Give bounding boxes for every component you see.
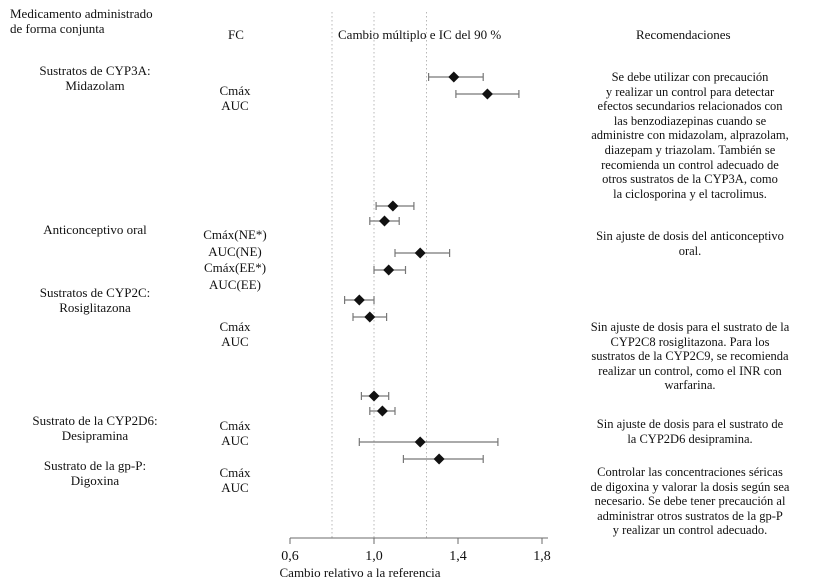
pk-column-header: FC bbox=[228, 27, 244, 42]
pk-label: Cmáx bbox=[219, 319, 251, 334]
recommendation-line: warfarina. bbox=[664, 378, 716, 393]
drug-group-cyp2d6: Sustrato de la CYP2D6: Desipramina bbox=[15, 413, 175, 443]
recommendation-cyp2d6: Sin ajuste de dosis para el sustrato de … bbox=[570, 417, 810, 446]
x-tick-label: 1,8 bbox=[533, 549, 551, 564]
recommendation-cyp2c: Sin ajuste de dosis para el sustrato de … bbox=[565, 320, 813, 393]
pk-label: AUC bbox=[221, 480, 249, 495]
point-estimate-diamond bbox=[353, 294, 365, 306]
drug-group-oral-contraceptive: Anticonceptivo oral bbox=[25, 222, 165, 237]
ci-points bbox=[344, 71, 520, 465]
recommendation-line: las benzodiazepinas cuando se bbox=[613, 113, 767, 128]
point-estimate-diamond bbox=[414, 436, 426, 448]
drug-group-line: Digoxina bbox=[70, 473, 120, 488]
point-estimate-diamond bbox=[414, 247, 426, 259]
recommendation-oral-contraceptive: Sin ajuste de dosis del anticonceptivo o… bbox=[570, 229, 810, 258]
drug-group-line: Midazolam bbox=[65, 78, 125, 93]
recommendation-line: Se debe utilizar con precaución bbox=[611, 70, 769, 84]
recommendation-line: Sin ajuste de dosis para el sustrato de … bbox=[590, 320, 790, 334]
recommendations-column-header: Recomendaciones bbox=[636, 27, 731, 42]
drug-group-cyp2c: Sustratos de CYP2C: Rosiglitazona bbox=[25, 285, 165, 315]
pk-label: Cmáx bbox=[219, 465, 251, 480]
point-estimate-diamond bbox=[383, 264, 395, 276]
x-tick-label: 1,0 bbox=[365, 549, 383, 564]
ci-row bbox=[375, 200, 415, 212]
chart-column-header: Cambio múltiplo e IC del 90 % bbox=[338, 27, 502, 42]
drug-group-line: Sustratos de CYP3A: bbox=[39, 63, 151, 78]
recommendation-line: administrar otros sustratos de la gp-P bbox=[597, 508, 783, 523]
pk-labels-cyp2d6: Cmáx AUC bbox=[190, 418, 280, 448]
recommendation-line: administre con midazolam, alprazolam, bbox=[591, 128, 789, 143]
pk-label: Cmáx(EE*) bbox=[203, 260, 267, 275]
pk-label: AUC bbox=[221, 433, 249, 448]
pk-labels-cyp2c: Cmáx AUC bbox=[190, 319, 280, 349]
recommendation-line: recomienda un control adecuado de bbox=[601, 157, 779, 172]
pk-label: Cmáx bbox=[219, 83, 251, 98]
ci-row bbox=[455, 88, 520, 100]
recommendation-line: CYP2C8 rosiglitazona. Para los bbox=[610, 334, 770, 349]
recommendation-line: Sin ajuste de dosis del anticonceptivo bbox=[596, 229, 784, 243]
recommendation-line: necesario. Se debe tener precaución al bbox=[594, 494, 786, 509]
ci-row bbox=[369, 215, 400, 227]
drug-column-header: Medicamento administrado de forma conjun… bbox=[10, 6, 153, 36]
recommendation-line: realizar un control, como el INR con bbox=[598, 363, 782, 378]
drug-group-line: Sustrato de la gp-P: bbox=[43, 458, 147, 473]
drug-group-line: Sustratos de CYP2C: bbox=[39, 285, 151, 300]
recommendation-line: sustratos de la CYP2C9, se recomienda bbox=[591, 349, 789, 364]
pk-label: AUC(EE) bbox=[209, 276, 261, 292]
point-estimate-diamond bbox=[368, 390, 380, 402]
ci-row bbox=[373, 264, 407, 276]
ci-row bbox=[360, 390, 390, 402]
recommendation-line: diazepam y triazolam. También se bbox=[604, 142, 776, 157]
recommendation-line: la CYP2D6 desipramina. bbox=[627, 431, 753, 446]
recommendation-line: otros sustratos de la CYP3A, como bbox=[602, 172, 778, 187]
ci-row bbox=[344, 294, 375, 306]
ci-row bbox=[402, 453, 484, 465]
drug-group-gp-p: Sustrato de la gp-P: Digoxina bbox=[25, 458, 165, 488]
recommendation-line: Sin ajuste de dosis para el sustrato de bbox=[596, 417, 784, 431]
pk-label: Cmáx bbox=[219, 418, 251, 433]
x-axis-ticks: 0,6 1,0 1,4 1,8 bbox=[281, 538, 551, 564]
recommendation-cyp3a: Se debe utilizar con precaución y realiz… bbox=[570, 70, 810, 201]
ci-row bbox=[352, 311, 388, 323]
recommendation-line: oral. bbox=[678, 243, 702, 258]
point-estimate-diamond bbox=[387, 200, 399, 212]
ci-row bbox=[394, 247, 451, 259]
x-tick-label: 1,4 bbox=[449, 549, 467, 564]
drug-header-line-2: de forma conjunta bbox=[10, 21, 105, 36]
recommendation-line: Controlar las concentraciones séricas bbox=[597, 465, 783, 479]
ci-row bbox=[428, 71, 484, 83]
pk-labels-cyp3a: Cmáx AUC bbox=[190, 83, 280, 113]
point-estimate-diamond bbox=[448, 71, 460, 83]
recommendation-gp-p: Controlar las concentraciones séricas de… bbox=[570, 465, 810, 538]
point-estimate-diamond bbox=[376, 405, 388, 417]
x-axis-label: Cambio relativo a la referencia bbox=[280, 565, 441, 580]
ci-row bbox=[358, 436, 499, 448]
pk-labels-oral-contraceptive: Cmáx(NE*) AUC(NE) Cmáx(EE*) AUC(EE) bbox=[190, 227, 280, 293]
drug-group-line: Desipramina bbox=[61, 428, 129, 443]
point-estimate-diamond bbox=[433, 453, 445, 465]
drug-group-cyp3a: Sustratos de CYP3A: Midazolam bbox=[25, 63, 165, 93]
recommendation-line: la ciclosporina y el tacrolimus. bbox=[613, 186, 767, 201]
pk-label: Cmáx(NE*) bbox=[203, 227, 267, 242]
point-estimate-diamond bbox=[481, 88, 493, 100]
recommendation-line: efectos secundarios relacionados con bbox=[597, 99, 783, 114]
drug-group-line: Sustrato de la CYP2D6: bbox=[32, 413, 158, 428]
drug-header-line-1: Medicamento administrado bbox=[10, 6, 153, 21]
drug-group-line: Rosiglitazona bbox=[59, 300, 131, 315]
x-tick-label: 0,6 bbox=[281, 549, 299, 564]
recommendation-line: y realizar un control adecuado. bbox=[612, 523, 768, 538]
recommendation-line: y realizar un control para detectar bbox=[605, 84, 775, 99]
point-estimate-diamond bbox=[379, 215, 390, 227]
recommendation-line: de digoxina y valorar la dosis según sea bbox=[590, 479, 790, 494]
pk-label: AUC(NE) bbox=[208, 243, 262, 259]
drug-group-line: Anticonceptivo oral bbox=[43, 222, 147, 237]
ci-row bbox=[369, 405, 396, 417]
pk-label: AUC bbox=[221, 98, 249, 113]
point-estimate-diamond bbox=[364, 311, 376, 323]
pk-labels-gp-p: Cmáx AUC bbox=[190, 465, 280, 495]
pk-label: AUC bbox=[221, 334, 249, 349]
